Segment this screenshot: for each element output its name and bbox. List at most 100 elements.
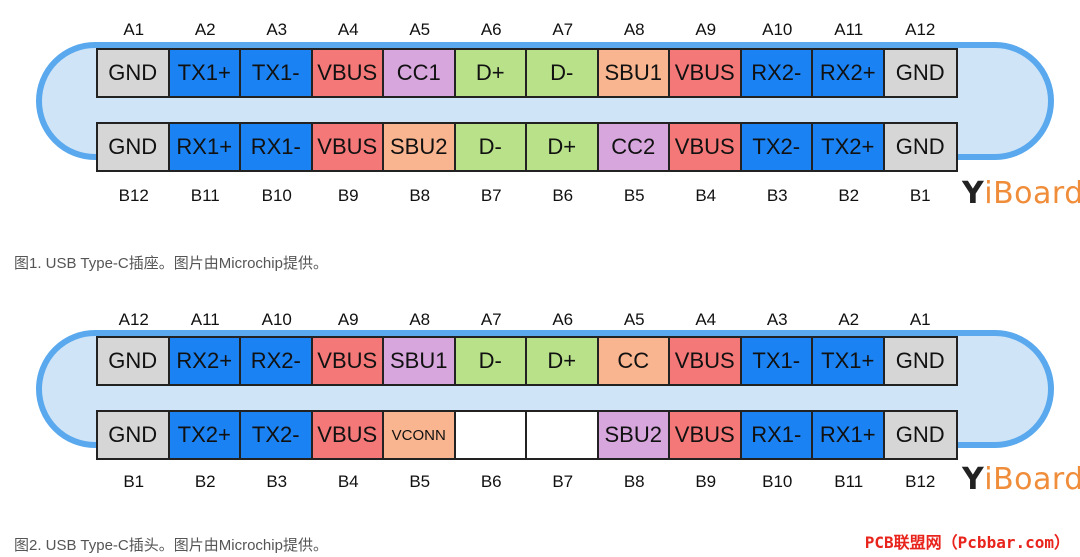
pin-label: A2 bbox=[838, 310, 860, 329]
figure-caption: 图1. USB Type-C插座。图片由Microchip提供。 bbox=[14, 255, 328, 272]
pin-cell: GND bbox=[884, 50, 956, 96]
pin-label: A10 bbox=[762, 20, 793, 39]
pin-label: B1 bbox=[909, 186, 931, 205]
pin-row-b: GND RX1+ RX1- VBUS SBU2 D- D+ CC2 VBUS TX2- TX2+ GN… bbox=[96, 122, 958, 172]
pin-labels-b: B1 B2 B3 B4 B5 B6 B7 B8 B9 B10 B11 B12 bbox=[98, 472, 956, 492]
pin-cell: VBUS bbox=[670, 412, 742, 458]
pin-label: A9 bbox=[695, 20, 717, 39]
pin-cell: GND bbox=[884, 124, 956, 170]
pin-label: A4 bbox=[337, 20, 359, 39]
pin-label: B6 bbox=[480, 472, 502, 491]
pin-cell: GND bbox=[98, 412, 170, 458]
pin-label: B12 bbox=[905, 472, 936, 491]
pin-label: A4 bbox=[695, 310, 717, 329]
pin-cell: CC bbox=[598, 338, 670, 384]
pin-label: B7 bbox=[480, 186, 502, 205]
pin-label: B5 bbox=[409, 472, 431, 491]
pin-cell: GND bbox=[884, 338, 956, 384]
pin-cell: TX1- bbox=[741, 338, 813, 384]
pin-label: B11 bbox=[190, 186, 220, 205]
pin-cell: VBUS bbox=[312, 50, 384, 96]
pin-cell: TX1+ bbox=[813, 338, 885, 384]
pin-label: A11 bbox=[190, 310, 220, 329]
pin-cell: TX2- bbox=[241, 412, 313, 458]
pin-cell: VBUS bbox=[670, 124, 742, 170]
pin-label: B12 bbox=[118, 186, 149, 205]
pin-cell bbox=[455, 412, 527, 458]
pin-label: B6 bbox=[552, 186, 574, 205]
pin-cell: SBU1 bbox=[598, 50, 670, 96]
pin-label: A12 bbox=[118, 310, 149, 329]
pin-cell: RX2- bbox=[241, 338, 313, 384]
pin-cell: RX1+ bbox=[169, 124, 241, 170]
figure-caption: 图2. USB Type-C插头。图片由Microchip提供。 bbox=[14, 537, 328, 554]
pin-cell: VBUS bbox=[670, 338, 742, 384]
pin-label: B2 bbox=[838, 186, 860, 205]
pin-labels-a: A1 A2 A3 A4 A5 A6 A7 A8 A9 A10 A11 A12 bbox=[98, 20, 956, 40]
pin-label: A3 bbox=[266, 20, 288, 39]
pin-cell: SBU2 bbox=[598, 412, 670, 458]
pin-cell: RX2+ bbox=[169, 338, 241, 384]
pin-cell: D- bbox=[527, 50, 599, 96]
pin-label: A3 bbox=[766, 310, 788, 329]
pin-label: A5 bbox=[623, 310, 645, 329]
pin-cell: VBUS bbox=[670, 50, 742, 96]
pin-row-a: GND TX1+ TX1- VBUS CC1 D+ D- SBU1 VBUS RX2- RX2+ GN… bbox=[96, 48, 958, 98]
pin-cell: D+ bbox=[455, 50, 527, 96]
pin-label: B9 bbox=[337, 186, 359, 205]
pin-cell: VBUS bbox=[312, 124, 384, 170]
yiboard-logo: YiBoard bbox=[962, 176, 1080, 211]
pin-label: B4 bbox=[337, 472, 359, 491]
pin-label: A10 bbox=[261, 310, 292, 329]
pin-cell: VBUS bbox=[312, 412, 384, 458]
pin-label: A6 bbox=[552, 310, 574, 329]
pin-label: A7 bbox=[552, 20, 574, 39]
pin-labels-a: A12 A11 A10 A9 A8 A7 A6 A5 A4 A3 A2 A1 bbox=[98, 310, 956, 330]
pin-label: B7 bbox=[552, 472, 574, 491]
pin-label: B2 bbox=[194, 472, 216, 491]
pin-cell: RX2- bbox=[741, 50, 813, 96]
pin-cell: SBU1 bbox=[384, 338, 456, 384]
pin-label: B11 bbox=[834, 472, 864, 491]
pin-cell: RX2+ bbox=[813, 50, 885, 96]
pin-row-a: GND RX2+ RX2- VBUS SBU1 D- D+ CC VBUS TX1- TX1+ GND bbox=[96, 336, 958, 386]
pin-cell bbox=[527, 412, 599, 458]
pin-label: B4 bbox=[695, 186, 717, 205]
pin-label: A1 bbox=[123, 20, 145, 39]
watermark: PCB联盟网（Pcbbar.com） bbox=[864, 533, 1070, 552]
pin-label: B3 bbox=[766, 186, 788, 205]
pin-cell: CC2 bbox=[598, 124, 670, 170]
pin-cell: TX2+ bbox=[169, 412, 241, 458]
pin-cell: VCONN bbox=[384, 412, 456, 458]
pin-label: A5 bbox=[409, 20, 431, 39]
pin-cell: GND bbox=[98, 124, 170, 170]
pin-cell: GND bbox=[98, 338, 170, 384]
pin-cell: D+ bbox=[527, 124, 599, 170]
pin-label: A6 bbox=[480, 20, 502, 39]
pin-label: A9 bbox=[337, 310, 359, 329]
pin-label: B10 bbox=[762, 472, 793, 491]
pin-label: A8 bbox=[623, 20, 645, 39]
pin-cell: TX1+ bbox=[169, 50, 241, 96]
pin-cell: VBUS bbox=[312, 338, 384, 384]
pin-cell: SBU2 bbox=[384, 124, 456, 170]
pin-label: B10 bbox=[261, 186, 292, 205]
pin-cell: RX1- bbox=[741, 412, 813, 458]
pin-cell: RX1+ bbox=[813, 412, 885, 458]
pin-cell: TX2+ bbox=[813, 124, 885, 170]
pin-cell: GND bbox=[98, 50, 170, 96]
pin-cell: D- bbox=[455, 124, 527, 170]
pin-label: B1 bbox=[123, 472, 145, 491]
pin-row-b: GND TX2+ TX2- VBUS VCONN SBU2 VBUS RX1- RX1+ GND bbox=[96, 410, 958, 460]
pin-cell: TX1- bbox=[241, 50, 313, 96]
pin-cell: TX2- bbox=[741, 124, 813, 170]
pin-cell: D- bbox=[455, 338, 527, 384]
pin-label: B9 bbox=[695, 472, 717, 491]
pin-label: A2 bbox=[194, 20, 216, 39]
pin-cell: RX1- bbox=[241, 124, 313, 170]
pin-label: A1 bbox=[909, 310, 931, 329]
pin-label: A7 bbox=[480, 310, 502, 329]
pin-label: B8 bbox=[623, 472, 645, 491]
pin-label: A8 bbox=[409, 310, 431, 329]
pin-label: B3 bbox=[266, 472, 288, 491]
